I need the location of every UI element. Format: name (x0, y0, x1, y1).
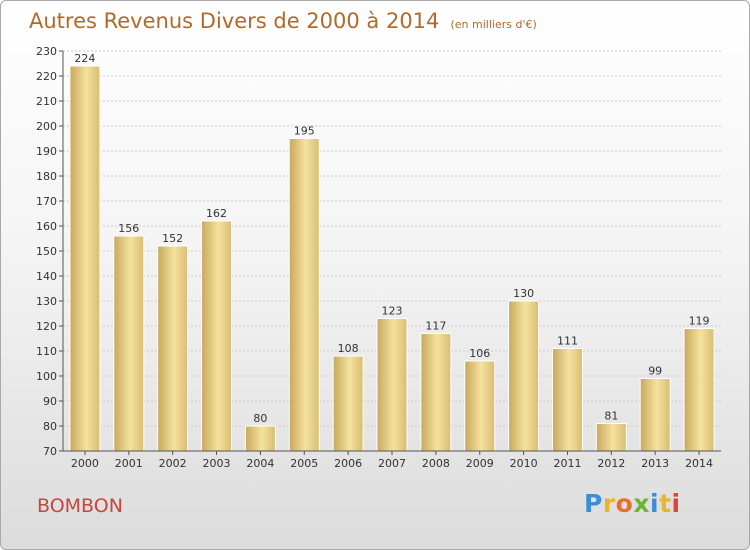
bar (683, 328, 715, 452)
data-label: 81 (604, 410, 618, 423)
x-tick-label: 2001 (115, 457, 143, 470)
bars (69, 65, 715, 452)
logo-letter: t (659, 489, 672, 518)
bar (464, 360, 496, 452)
chart-subtitle: (en milliers d'€) (450, 18, 537, 31)
logo-letter: x (633, 489, 650, 518)
y-tick-label: 120 (36, 320, 57, 333)
data-label: 80 (253, 412, 267, 425)
x-tick-label: 2009 (466, 457, 494, 470)
y-axis-ticks: 70 80 90 100 110 120 130 140 150 160 170 180 190 200 2… (36, 45, 63, 458)
x-axis-ticks: 2000 2001 2002 2003 2004 2005 2006 2007 2008 2009… (71, 451, 713, 470)
y-tick-label: 70 (43, 445, 57, 458)
x-tick-label: 2006 (334, 457, 362, 470)
y-tick-label: 200 (36, 120, 57, 133)
bar (551, 348, 583, 452)
data-label: 162 (206, 207, 227, 220)
y-tick-label: 220 (36, 70, 57, 83)
x-tick-label: 2002 (159, 457, 187, 470)
bar (332, 355, 364, 452)
data-label: 117 (425, 320, 446, 333)
data-label: 156 (118, 222, 139, 235)
y-tick-label: 110 (36, 345, 57, 358)
bar (376, 318, 408, 452)
bar (288, 138, 320, 452)
x-tick-label: 2004 (246, 457, 274, 470)
proxiti-logo: Proxiti (584, 489, 681, 518)
x-tick-label: 2000 (71, 457, 99, 470)
x-tick-label: 2012 (597, 457, 625, 470)
y-tick-label: 150 (36, 245, 57, 258)
x-tick-label: 2014 (685, 457, 713, 470)
data-label: 224 (74, 52, 95, 65)
commune-name: BOMBON (37, 495, 123, 517)
chart-title: Autres Revenus Divers de 2000 à 2014 (en… (29, 9, 537, 33)
data-label: 99 (648, 365, 662, 378)
y-tick-label: 80 (43, 420, 57, 433)
logo-letter: o (615, 489, 634, 518)
bar (201, 220, 233, 452)
y-tick-label: 210 (36, 95, 57, 108)
logo-letter: i (671, 489, 681, 518)
data-labels: 224 156 152 162 80 195 108 123 117 106 130 111 81 99 1… (74, 52, 709, 425)
bar (420, 333, 452, 452)
y-tick-label: 170 (36, 195, 57, 208)
x-tick-label: 2011 (553, 457, 581, 470)
logo-letter: P (584, 489, 603, 518)
data-label: 119 (689, 315, 710, 328)
y-tick-label: 100 (36, 370, 57, 383)
x-tick-label: 2008 (422, 457, 450, 470)
chart-title-main: Autres Revenus Divers de 2000 à 2014 (29, 9, 440, 33)
data-label: 123 (382, 305, 403, 318)
bar (69, 65, 101, 452)
data-label: 108 (338, 342, 359, 355)
data-label: 152 (162, 232, 183, 245)
data-label: 106 (469, 347, 490, 360)
data-label: 130 (513, 287, 534, 300)
x-tick-label: 2005 (290, 457, 318, 470)
data-label: 195 (294, 125, 315, 138)
y-tick-label: 90 (43, 395, 57, 408)
x-tick-label: 2007 (378, 457, 406, 470)
data-label: 111 (557, 335, 578, 348)
axes (62, 51, 721, 452)
y-tick-label: 180 (36, 170, 57, 183)
bar (595, 423, 627, 452)
x-tick-label: 2003 (203, 457, 231, 470)
y-tick-label: 160 (36, 220, 57, 233)
x-tick-label: 2013 (641, 457, 669, 470)
y-tick-label: 140 (36, 270, 57, 283)
x-tick-label: 2010 (510, 457, 538, 470)
y-tick-label: 230 (36, 45, 57, 58)
y-tick-label: 130 (36, 295, 57, 308)
logo-letter: r (602, 489, 616, 518)
logo-letter: i (650, 489, 660, 518)
bar (113, 235, 145, 452)
bar (244, 425, 276, 452)
y-tick-label: 190 (36, 145, 57, 158)
bar (639, 378, 671, 452)
bar (157, 245, 189, 452)
bar (508, 300, 540, 452)
